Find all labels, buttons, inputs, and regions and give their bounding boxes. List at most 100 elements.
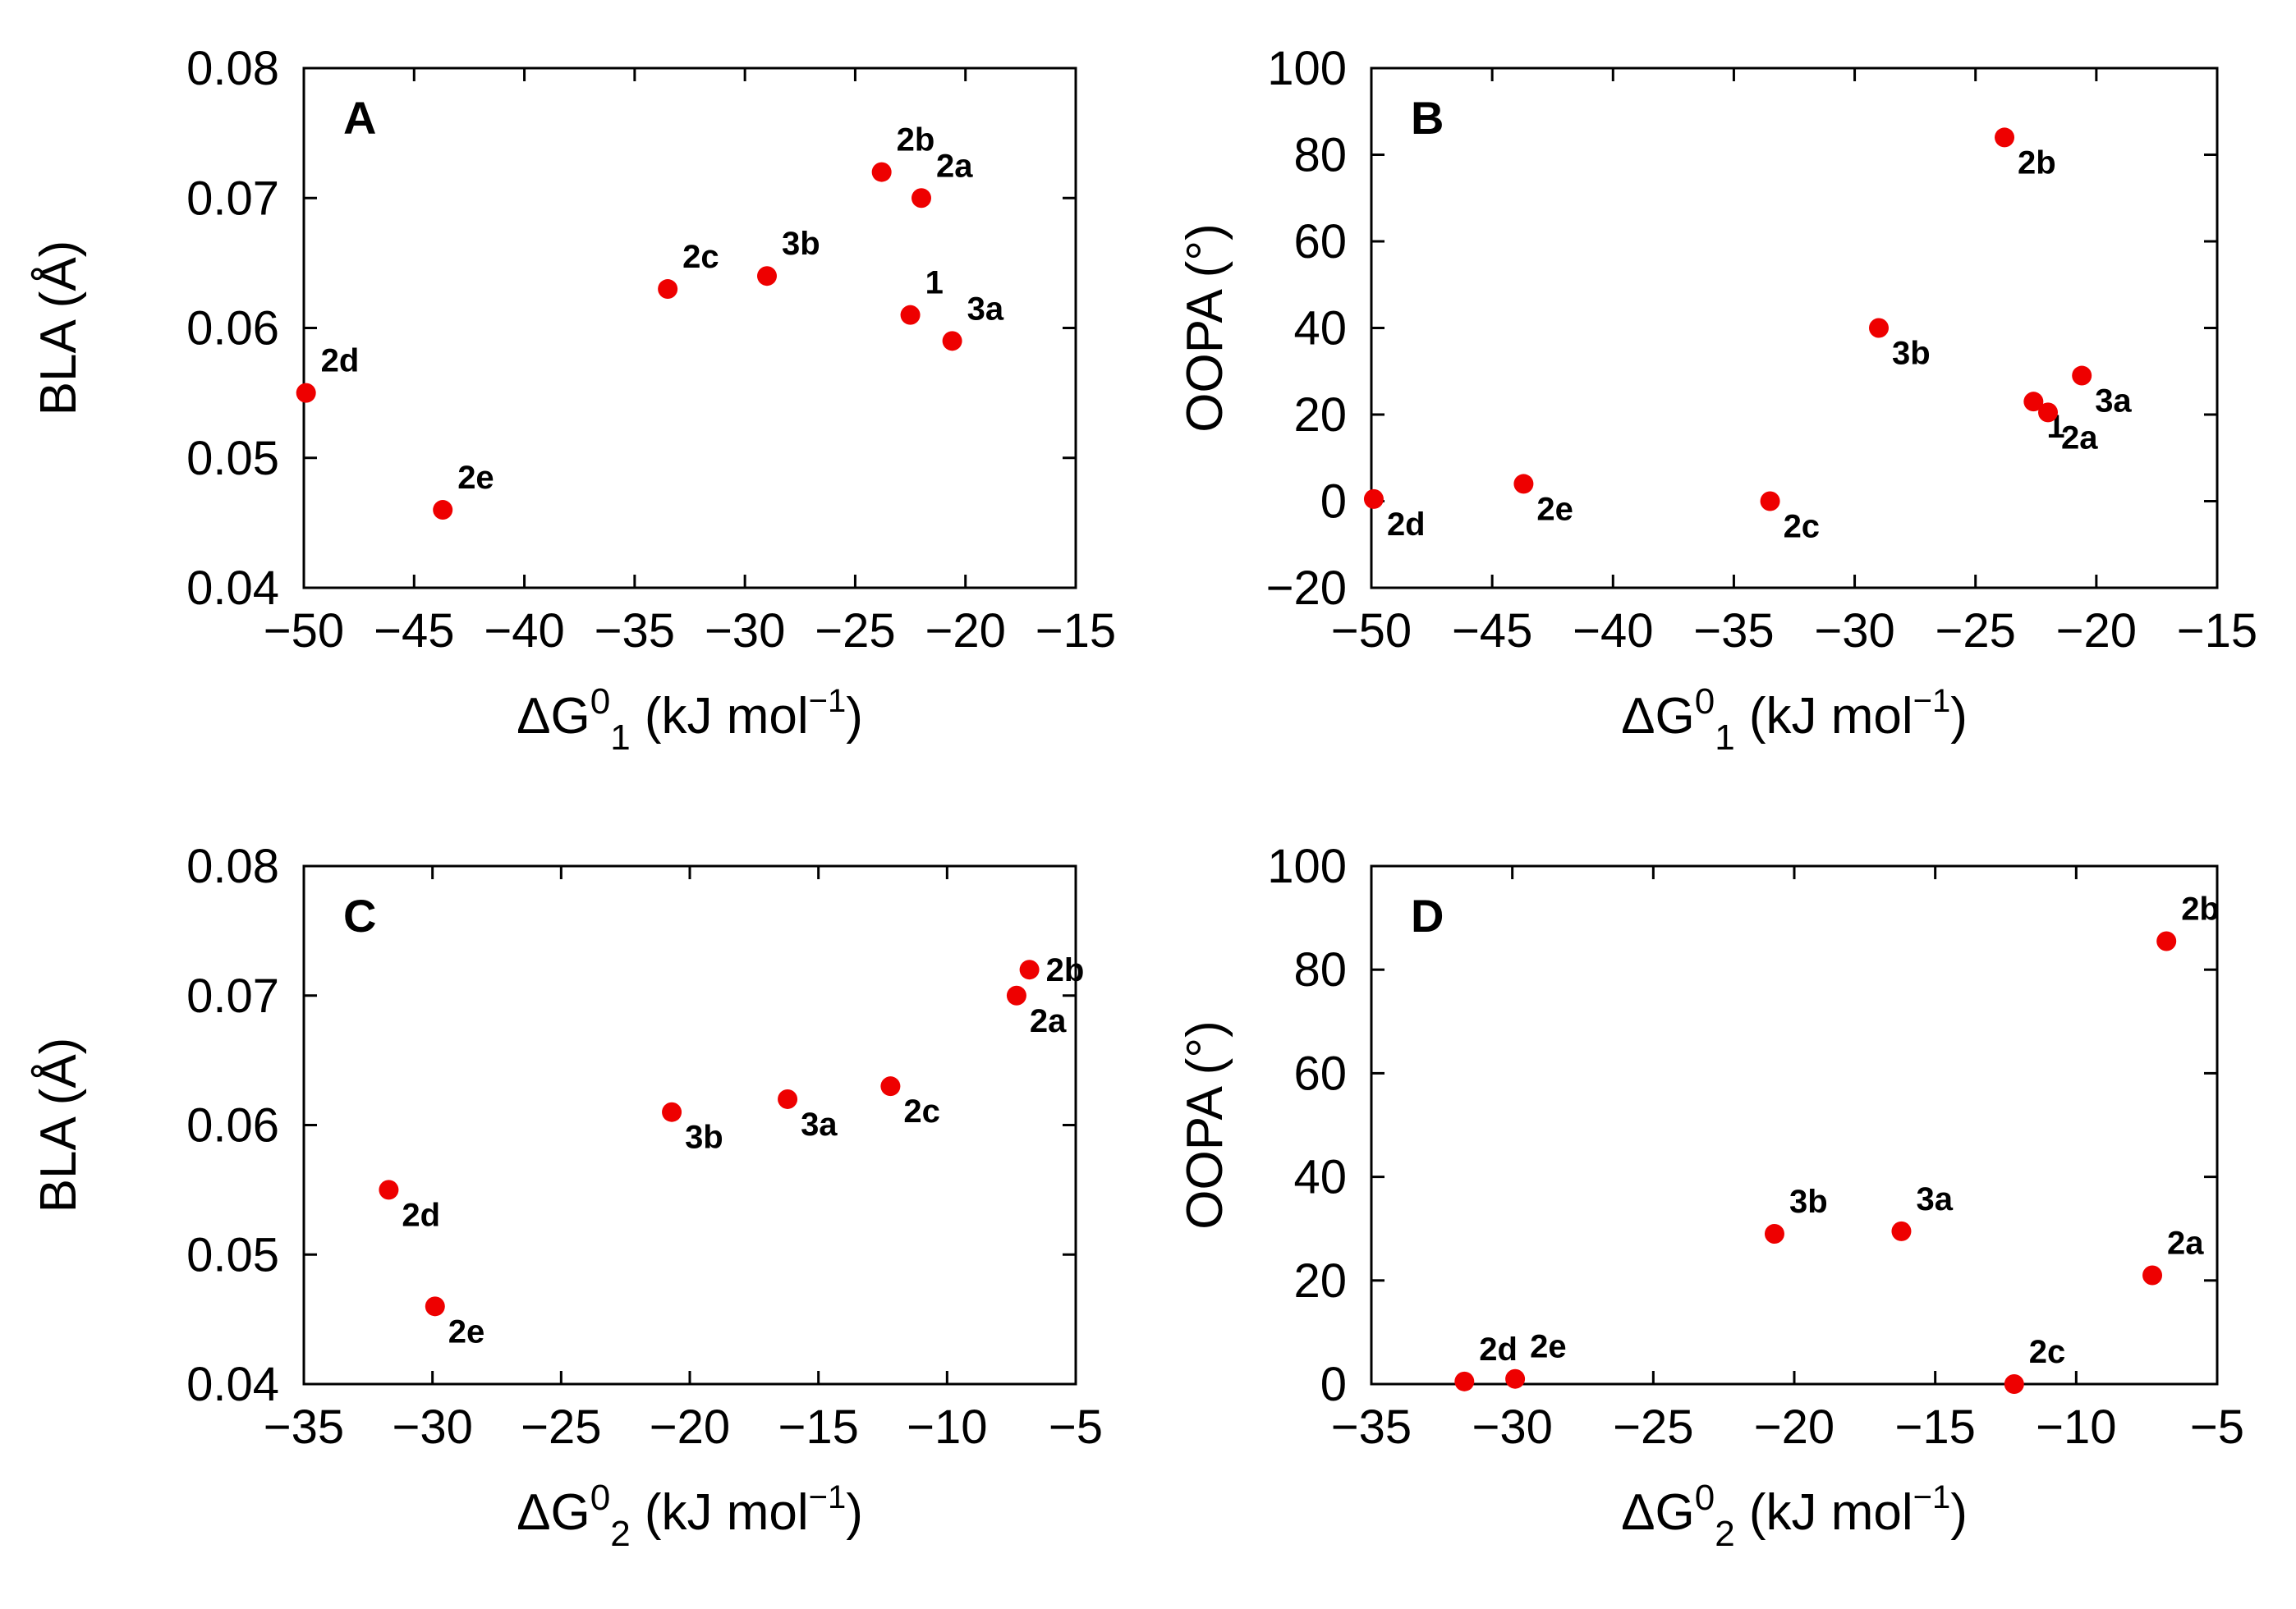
x-tick-label: −30 bbox=[392, 1400, 472, 1454]
x-axis-label-part: ) bbox=[846, 1484, 863, 1541]
data-label-2b: 2b bbox=[1046, 952, 1085, 988]
x-axis-label-part: (kJ mol bbox=[1735, 1484, 1913, 1541]
y-tick-label: 40 bbox=[1293, 302, 1347, 355]
x-axis-label: ΔG02 (kJ mol−1) bbox=[1621, 1478, 1968, 1554]
data-label-2c: 2c bbox=[903, 1093, 940, 1130]
x-axis-label-part: 0 bbox=[590, 681, 610, 722]
x-tick-label: −15 bbox=[778, 1400, 858, 1454]
data-point-2e bbox=[1505, 1368, 1526, 1389]
data-label-2e: 2e bbox=[1530, 1329, 1567, 1365]
x-tick-label: −25 bbox=[815, 604, 895, 658]
data-label-2b: 2b bbox=[2018, 144, 2056, 181]
x-tick-label: −5 bbox=[1049, 1400, 1103, 1454]
y-axis-label: OOPA (°) bbox=[1177, 1020, 1233, 1229]
x-tick-label: −10 bbox=[907, 1400, 987, 1454]
x-tick-label: −30 bbox=[1472, 1400, 1552, 1454]
data-point-3b bbox=[1764, 1224, 1784, 1245]
x-tick-label: −45 bbox=[374, 604, 454, 658]
data-point-2b bbox=[2156, 931, 2177, 951]
data-label-2c: 2c bbox=[2029, 1334, 2066, 1370]
data-point-2c bbox=[880, 1076, 901, 1097]
x-axis-label-part: ΔG bbox=[517, 1484, 590, 1541]
x-tick-label: −35 bbox=[1331, 1400, 1412, 1454]
panel-letter: C bbox=[343, 890, 376, 942]
data-point-2d bbox=[1363, 488, 1384, 509]
y-tick-label: 20 bbox=[1293, 388, 1347, 442]
x-tick-label: −35 bbox=[264, 1400, 344, 1454]
x-tick-label: −25 bbox=[521, 1400, 601, 1454]
x-axis-label-part: (kJ mol bbox=[631, 1484, 809, 1541]
x-tick-label: −20 bbox=[650, 1400, 730, 1454]
data-label-3b: 3b bbox=[782, 226, 820, 262]
x-tick-label: −15 bbox=[1035, 604, 1116, 658]
x-tick-label: −30 bbox=[1814, 604, 1894, 658]
x-axis-label-part: 1 bbox=[610, 717, 630, 758]
x-axis-label-part: 0 bbox=[1695, 681, 1715, 722]
data-point-3a bbox=[942, 331, 962, 351]
data-point-2b bbox=[871, 162, 892, 182]
y-tick-label: 80 bbox=[1293, 943, 1347, 997]
data-label-3b: 3b bbox=[1892, 336, 1931, 372]
data-point-3a bbox=[2072, 365, 2092, 386]
y-tick-label: 100 bbox=[1267, 840, 1347, 893]
data-label-2d: 2d bbox=[402, 1197, 440, 1233]
data-label-3b: 3b bbox=[1789, 1184, 1828, 1220]
x-tick-label: −45 bbox=[1452, 604, 1532, 658]
data-label-2d: 2d bbox=[1387, 507, 1426, 543]
data-label-2d: 2d bbox=[321, 343, 360, 379]
panel-letter: B bbox=[1411, 92, 1444, 144]
y-axis-label: BLA (Å) bbox=[30, 1038, 87, 1213]
data-label-2a: 2a bbox=[2061, 419, 2098, 456]
x-tick-label: −25 bbox=[1936, 604, 2016, 658]
x-axis-label-part: 2 bbox=[610, 1514, 630, 1554]
x-axis-label-part: ) bbox=[1950, 1484, 1968, 1541]
x-axis-label-part: (kJ mol bbox=[1735, 688, 1913, 745]
plot-frame bbox=[1370, 864, 2219, 1386]
x-tick-label: −15 bbox=[1894, 1400, 1975, 1454]
data-label-2a: 2a bbox=[936, 148, 973, 184]
y-tick-label: 60 bbox=[1293, 215, 1347, 268]
data-point-2d bbox=[379, 1180, 399, 1200]
x-tick-label: −30 bbox=[705, 604, 785, 658]
y-tick-label: 80 bbox=[1293, 129, 1347, 182]
y-tick-label: 40 bbox=[1293, 1151, 1347, 1204]
x-tick-label: −35 bbox=[595, 604, 675, 658]
data-point-1 bbox=[2023, 392, 2044, 412]
x-tick-label: −25 bbox=[1613, 1400, 1693, 1454]
x-tick-label: −5 bbox=[2190, 1400, 2244, 1454]
data-point-3a bbox=[1891, 1221, 1912, 1241]
x-axis-label-part: ) bbox=[846, 688, 863, 745]
data-label-2a: 2a bbox=[2167, 1225, 2204, 1261]
x-tick-label: −20 bbox=[925, 604, 1006, 658]
y-tick-label: 20 bbox=[1293, 1254, 1347, 1308]
data-label-3b: 3b bbox=[685, 1120, 723, 1156]
y-tick-label: 60 bbox=[1293, 1047, 1347, 1100]
x-axis-label-part: ) bbox=[1950, 688, 1968, 745]
data-point-2d bbox=[296, 383, 316, 403]
x-axis-label-part: 1 bbox=[1715, 717, 1734, 758]
data-point-2e bbox=[1513, 474, 1534, 494]
data-label-3a: 3a bbox=[2095, 383, 2132, 419]
data-label-3a: 3a bbox=[1916, 1181, 1953, 1217]
x-tick-label: −40 bbox=[484, 604, 564, 658]
panel-a: −50 −45 −40 −35 −30 −25 −20 −15 0.04 0.05 0.06 0.07… bbox=[30, 42, 1116, 758]
x-tick-label: −35 bbox=[1693, 604, 1774, 658]
y-tick-label: 0 bbox=[1320, 475, 1347, 529]
x-axis-label-part: −1 bbox=[809, 1479, 847, 1515]
y-axis-label: OOPA (°) bbox=[1177, 223, 1233, 432]
y-tick-label: 0.05 bbox=[186, 432, 279, 485]
y-tick-label: 100 bbox=[1267, 42, 1347, 95]
data-label-2b: 2b bbox=[897, 122, 935, 158]
y-tick-label: 0.08 bbox=[186, 42, 279, 95]
data-point-3a bbox=[778, 1089, 798, 1109]
data-point-2a bbox=[2038, 402, 2058, 423]
x-axis-label: ΔG02 (kJ mol−1) bbox=[517, 1478, 863, 1554]
x-axis-label: ΔG01 (kJ mol−1) bbox=[517, 681, 863, 758]
data-point-2c bbox=[658, 279, 678, 300]
x-tick-label: −40 bbox=[1573, 604, 1653, 658]
y-tick-label: 0.07 bbox=[186, 970, 279, 1023]
data-point-1 bbox=[900, 305, 921, 325]
data-label-3a: 3a bbox=[967, 291, 1004, 327]
y-tick-label: −20 bbox=[1266, 562, 1347, 615]
data-point-2c bbox=[1760, 491, 1780, 511]
